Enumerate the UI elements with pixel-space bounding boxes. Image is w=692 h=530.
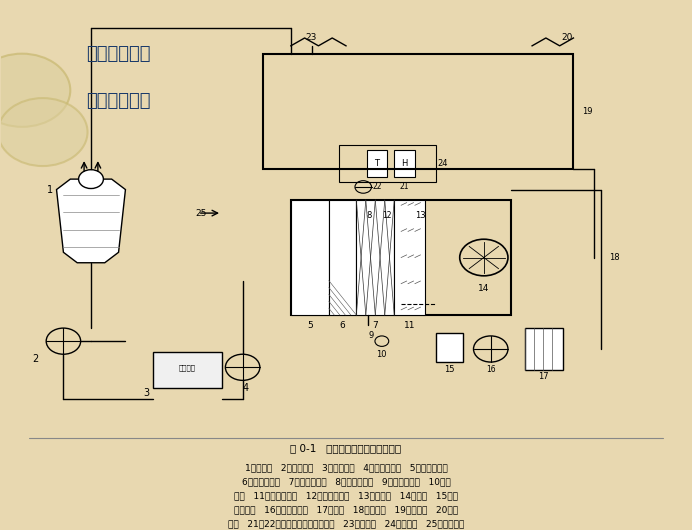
Text: 1一冷却塔   2一冷却水泵   3一制冷机组   4一冷水循环泵   5一空气混合室: 1一冷却塔 2一冷却水泵 3一制冷机组 4一冷水循环泵 5一空气混合室 xyxy=(245,463,447,472)
Text: 11: 11 xyxy=(403,321,415,330)
Text: 制冷机组: 制冷机组 xyxy=(179,364,196,370)
Text: 21: 21 xyxy=(400,182,410,191)
Bar xyxy=(153,351,222,388)
Bar xyxy=(394,200,426,315)
Text: 2: 2 xyxy=(33,355,39,365)
Text: 4: 4 xyxy=(243,383,249,393)
Text: 水过滤器   16一锅炉给水泵   17一锅炉   18一蒸汽管   19一送风管   20一送: 水过滤器 16一锅炉给水泵 17一锅炉 18一蒸汽管 19一送风管 20一送 xyxy=(234,506,458,515)
Text: 13: 13 xyxy=(415,211,426,220)
Bar xyxy=(525,328,563,370)
Text: 1: 1 xyxy=(46,184,53,195)
Text: 8: 8 xyxy=(366,211,372,220)
Text: 9: 9 xyxy=(369,331,374,340)
Text: 24: 24 xyxy=(437,159,448,168)
Text: 18: 18 xyxy=(610,253,620,262)
Text: 20: 20 xyxy=(561,33,572,42)
Bar xyxy=(394,151,415,176)
Text: 23: 23 xyxy=(306,33,317,42)
Text: 3: 3 xyxy=(143,388,149,399)
Text: 22: 22 xyxy=(372,182,382,191)
Polygon shape xyxy=(57,179,125,263)
Text: 空调系统简图: 空调系统简图 xyxy=(86,92,151,110)
Text: 19: 19 xyxy=(582,107,592,116)
Text: 10: 10 xyxy=(376,350,387,359)
Text: 12: 12 xyxy=(383,211,392,220)
Text: 风口   21、22一温、湿度感应控制元件   23一排风口   24一回风口   25一新风进口: 风口 21、22一温、湿度感应控制元件 23一排风口 24一回风口 25一新风进… xyxy=(228,519,464,528)
Text: 14: 14 xyxy=(478,285,489,294)
Text: 16: 16 xyxy=(486,365,495,374)
Bar xyxy=(291,200,329,315)
Text: 水器   11一空气加湿器   12一蒸汽调节阀   13一挡水板   14一风机   15一回: 水器 11一空气加湿器 12一蒸汽调节阀 13一挡水板 14一风机 15一回 xyxy=(234,491,458,500)
Text: 典型建筑中央: 典型建筑中央 xyxy=(86,45,151,63)
Text: T: T xyxy=(374,159,379,168)
Bar xyxy=(339,145,435,182)
Text: 图 0-1   典型建筑中央空调系统简图: 图 0-1 典型建筑中央空调系统简图 xyxy=(291,443,401,453)
Text: H: H xyxy=(401,159,408,168)
Text: 15: 15 xyxy=(444,365,455,374)
Bar xyxy=(356,200,394,315)
Text: 5: 5 xyxy=(307,321,313,330)
Bar xyxy=(263,54,574,169)
Bar xyxy=(435,333,463,362)
Bar xyxy=(329,200,356,315)
Bar xyxy=(367,151,388,176)
Text: 17: 17 xyxy=(538,372,549,381)
Circle shape xyxy=(0,98,88,166)
Text: 7: 7 xyxy=(372,321,378,330)
Circle shape xyxy=(0,54,71,127)
Bar xyxy=(291,200,511,315)
Text: 6一空气过滤器   7一空气冷却器   8一冷水调节阀   9一空气加热器   10一疏: 6一空气过滤器 7一空气冷却器 8一冷水调节阀 9一空气加热器 10一疏 xyxy=(242,478,450,486)
Text: 6: 6 xyxy=(340,321,345,330)
Circle shape xyxy=(79,170,103,189)
Text: 25: 25 xyxy=(196,209,207,218)
